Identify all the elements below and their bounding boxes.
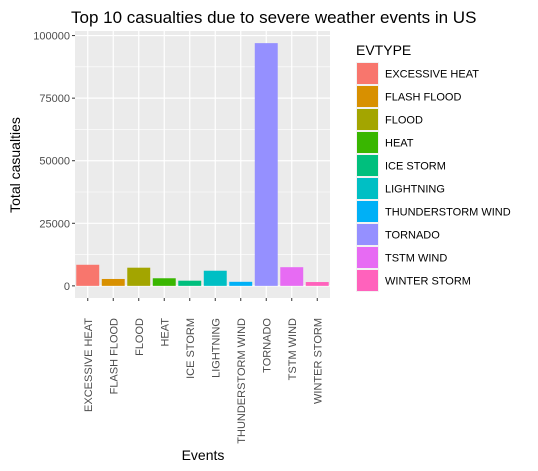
- legend-swatch: [357, 132, 378, 153]
- x-tick-label: LIGHTNING: [210, 318, 222, 378]
- bar: [178, 280, 202, 286]
- legend-item: HEAT: [356, 131, 414, 154]
- y-tick-label: 75000: [39, 93, 70, 105]
- legend-swatch: [357, 178, 378, 199]
- legend-item: THUNDERSTORM WIND: [356, 200, 511, 223]
- legend-label: TSTM WIND: [385, 253, 447, 265]
- legend-item: WINTER STORM: [356, 269, 471, 292]
- x-axis: EXCESSIVE HEAT FLASH FLOOD FLOOD HEAT ICE ST…: [83, 298, 324, 444]
- legend-label: LIGHTNING: [385, 184, 445, 196]
- legend-swatch: [357, 109, 378, 130]
- bar: [229, 281, 253, 286]
- grid-lines: [75, 31, 330, 298]
- x-tick-label: TORNADO: [261, 318, 273, 373]
- x-tick-label: FLOOD: [134, 318, 146, 356]
- y-axis-title: Total casualties: [7, 117, 23, 213]
- legend-items: EXCESSIVE HEAT FLASH FLOOD FLOOD HEAT ICE ST…: [356, 62, 511, 292]
- legend-item: FLASH FLOOD: [356, 85, 461, 108]
- x-axis-title: Events: [182, 447, 225, 463]
- x-tick-label: TSTM WIND: [287, 318, 299, 380]
- y-tick-label: 50000: [39, 156, 70, 168]
- y-tick-label: 25000: [39, 218, 70, 230]
- legend-label: THUNDERSTORM WIND: [385, 207, 511, 219]
- x-tick-label: THUNDERSTORM WIND: [236, 318, 248, 444]
- bar: [76, 264, 100, 286]
- legend-item: FLOOD: [356, 108, 423, 131]
- legend-item: ICE STORM: [356, 154, 446, 177]
- legend-item: LIGHTNING: [356, 177, 445, 200]
- legend-label: EXCESSIVE HEAT: [385, 69, 479, 81]
- x-tick-label: WINTER STORM: [312, 318, 324, 404]
- legend-swatch: [357, 247, 378, 268]
- legend-item: TSTM WIND: [356, 246, 447, 269]
- legend-item: TORNADO: [356, 223, 440, 246]
- bar: [101, 278, 125, 286]
- legend-item: EXCESSIVE HEAT: [356, 62, 479, 85]
- legend-swatch: [357, 224, 378, 245]
- legend-swatch: [357, 63, 378, 84]
- bar: [305, 282, 329, 286]
- bar: [127, 267, 151, 286]
- plot-panel: [75, 31, 330, 298]
- y-axis: 0 25000 50000 75000 100000: [33, 31, 75, 293]
- legend-swatch: [357, 155, 378, 176]
- y-tick-label: 100000: [33, 31, 70, 43]
- x-tick-label: FLASH FLOOD: [108, 318, 120, 394]
- chart-title: Top 10 casualties due to severe weather …: [71, 8, 476, 27]
- legend-label: FLASH FLOOD: [385, 92, 461, 104]
- legend-label: ICE STORM: [385, 161, 446, 173]
- x-tick-label: HEAT: [159, 318, 171, 347]
- bar: [280, 267, 304, 286]
- legend-label: HEAT: [385, 138, 414, 150]
- legend-label: WINTER STORM: [385, 276, 471, 288]
- y-tick-label: 0: [64, 281, 70, 293]
- bar: [203, 270, 227, 286]
- legend-swatch: [357, 270, 378, 291]
- legend-swatch: [357, 201, 378, 222]
- legend-swatch: [357, 86, 378, 107]
- legend-label: FLOOD: [385, 115, 423, 127]
- legend-title: EVTYPE: [356, 42, 411, 58]
- legend-label: TORNADO: [385, 230, 440, 242]
- bar: [152, 278, 176, 286]
- bars: [76, 43, 329, 286]
- bar: [254, 43, 278, 286]
- legend: EVTYPE EXCESSIVE HEAT FLASH FLOOD FLOOD HEA…: [356, 42, 511, 292]
- x-tick-label: EXCESSIVE HEAT: [83, 318, 95, 412]
- x-tick-label: ICE STORM: [185, 318, 197, 379]
